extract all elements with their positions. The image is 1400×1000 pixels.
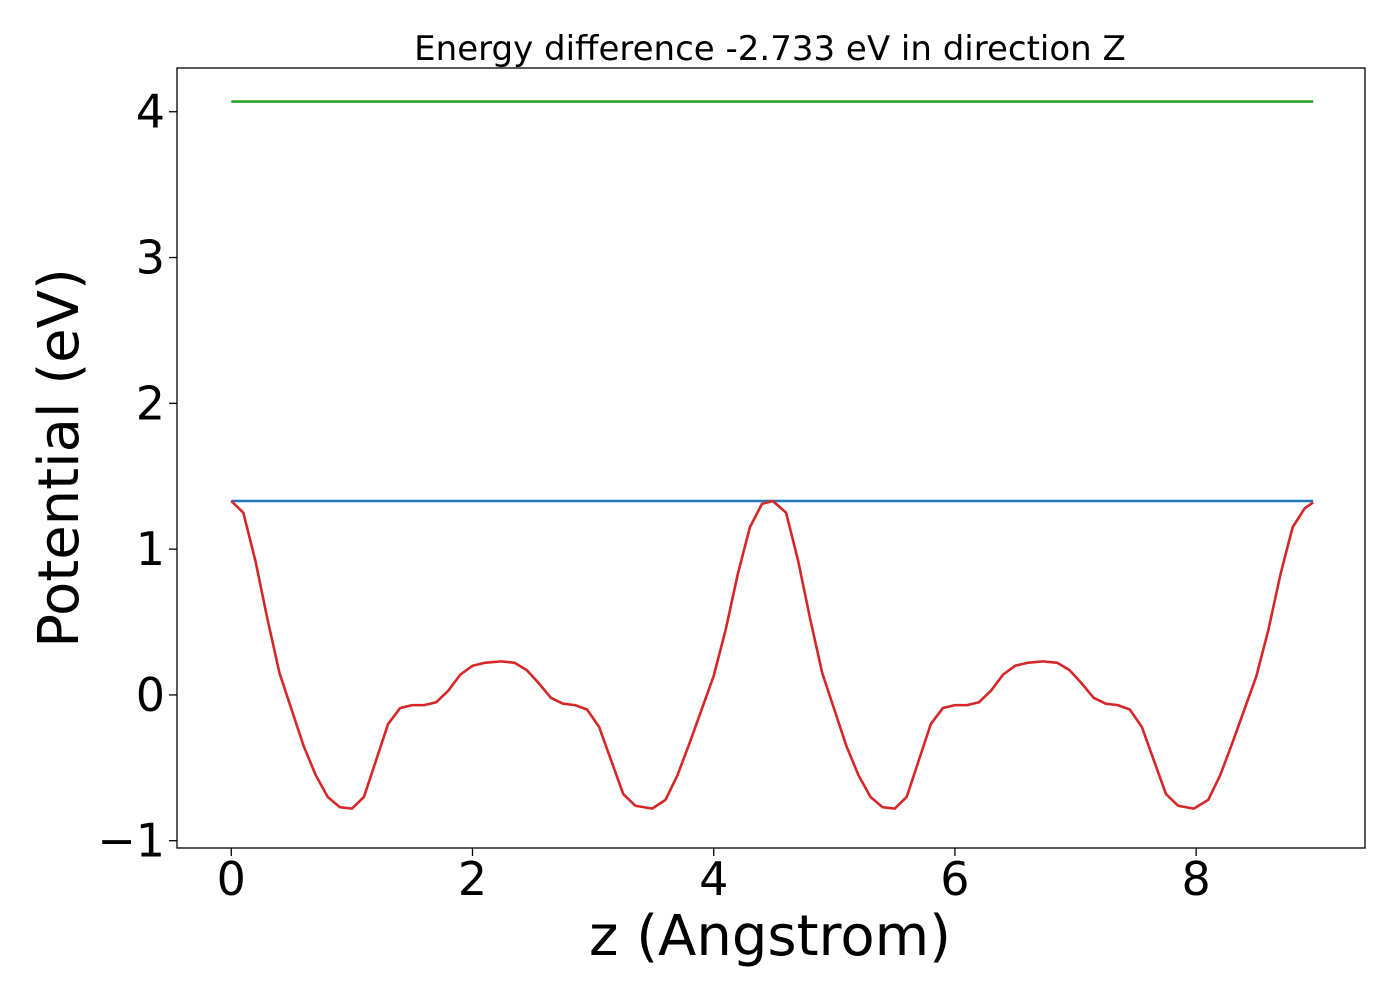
x-tick-label: 4 (699, 852, 728, 906)
x-axis-ticks: 0 2 4 6 8 (217, 848, 1211, 906)
y-tick-label: 0 (136, 668, 165, 722)
y-tick-label: 2 (136, 376, 165, 430)
chart-title: Energy difference -2.733 eV in direction… (414, 29, 1126, 69)
y-tick-label: 3 (136, 231, 165, 285)
y-axis-ticks: −1 0 1 2 3 4 (97, 85, 177, 868)
y-tick-label: −1 (97, 814, 165, 868)
plot-frame (176, 67, 1366, 849)
y-tick-label: 1 (136, 522, 165, 576)
x-tick-label: 8 (1182, 852, 1211, 906)
x-axis-label: z (Angstrom) (589, 904, 951, 969)
potential-curve-line (230, 499, 1314, 810)
y-tick-label: 4 (136, 85, 165, 139)
plot-series-group (230, 100, 1314, 810)
y-axis-label: Potential (eV) (27, 268, 92, 648)
x-tick-label: 0 (217, 852, 246, 906)
x-tick-label: 2 (458, 852, 487, 906)
x-tick-label: 6 (940, 852, 969, 906)
